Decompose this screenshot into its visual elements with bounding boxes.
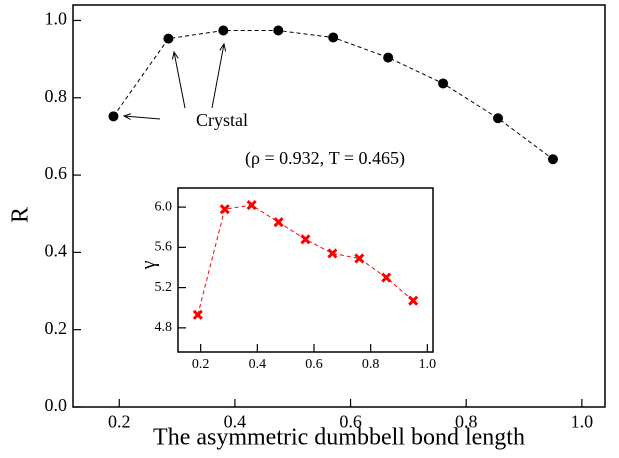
y-tick-label: 0.8 [45,86,68,106]
y-tick-label: 0.0 [45,395,68,415]
x-tick-label: 0.2 [192,357,210,372]
cross-marker [381,272,392,283]
point-marker [493,113,504,124]
annotation-arrows [124,44,224,119]
plot-frame [177,187,434,353]
cross-marker [246,200,257,211]
point-marker [108,111,119,122]
cross-marker [327,248,338,259]
point-marker [273,25,284,36]
series-line [113,30,554,160]
inset-background [178,188,433,352]
x-tick-label: 0.6 [305,357,323,372]
y-tick-label: 0.6 [45,163,68,183]
cross-marker [354,253,365,264]
point-marker [383,52,394,63]
x-axis-label: The asymmetric dumbbell bond length [153,425,525,451]
y-axis-label: γ [138,260,160,270]
y-tick-label: 0.2 [45,318,68,338]
cross-marker [408,295,419,306]
y-tick-label: 0.4 [45,241,68,261]
point-marker [163,33,174,44]
cross-marker [219,204,230,215]
x-tick-label: 0.2 [108,411,131,431]
annotation: Crystal [196,110,248,130]
point-marker [328,32,339,43]
cross-marker [273,217,284,228]
x-tick-label: 0.8 [455,411,478,431]
point-marker [218,25,229,36]
cross-marker [300,234,311,245]
x-tick-label: 1.0 [419,357,437,372]
y-axis-label: R [8,207,34,223]
point-marker [438,78,449,89]
x-tick-label: 0.4 [224,411,247,431]
y-tick-label: 4.8 [155,320,173,335]
x-tick-label: 0.6 [339,411,362,431]
cross-marker [192,309,203,320]
y-tick-label: 5.2 [155,280,173,295]
x-tick-label: 1.0 [571,411,594,431]
y-tick-label: 5.6 [155,240,173,255]
y-tick-label: 6.0 [155,199,173,214]
annotation: (ρ = 0.932, T = 0.465) [245,148,405,169]
x-tick-label: 0.4 [249,357,267,372]
plot-frame [72,4,606,408]
y-tick-label: 1.0 [45,9,68,29]
x-tick-label: 0.8 [362,357,380,372]
point-marker [547,154,558,165]
